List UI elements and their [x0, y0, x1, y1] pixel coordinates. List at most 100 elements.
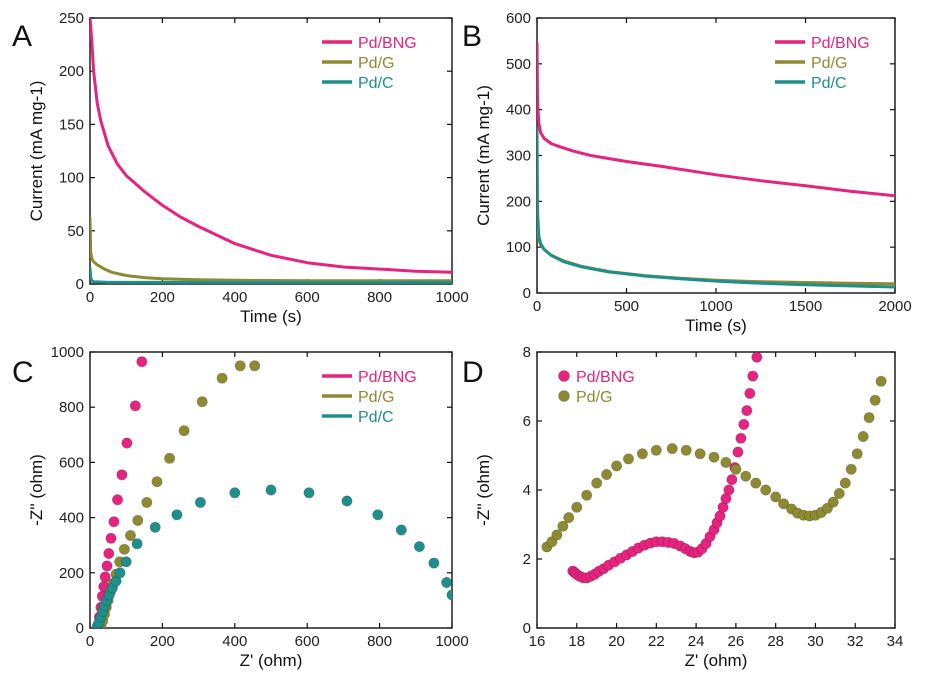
data-point-pd-c [372, 509, 384, 521]
y-axis-title: -Z'' (ohm) [474, 454, 493, 526]
panel-label: C [12, 356, 34, 389]
data-point-pd-g [196, 396, 208, 408]
series-group [537, 41, 895, 289]
y-tick-label: 4 [523, 482, 531, 499]
data-point-pd-g [857, 430, 869, 442]
x-tick-label: 0 [86, 633, 94, 650]
data-point-pd-g [141, 496, 153, 508]
y-tick-label: 1000 [51, 344, 84, 361]
data-point-pd-g [551, 529, 563, 541]
x-tick-label: 800 [367, 289, 392, 306]
y-tick-label: 500 [506, 56, 531, 73]
x-tick-label: 0 [533, 298, 541, 315]
data-point-pd-c [441, 577, 452, 588]
data-point-pd-g [750, 477, 762, 489]
y-tick-label: 200 [59, 63, 84, 80]
x-tick-label: 32 [847, 633, 864, 650]
x-tick-label: 26 [728, 633, 745, 650]
data-point-pd-g [178, 425, 190, 437]
x-tick-label: 800 [367, 633, 392, 650]
legend-label-pd-bng: Pd/BNG [811, 35, 870, 52]
x-tick-label: 22 [648, 633, 665, 650]
x-axis-title: Time (s) [685, 316, 747, 335]
x-tick-label: 500 [614, 298, 639, 315]
data-point-pd-g [730, 463, 742, 475]
y-tick-label: 250 [59, 10, 84, 27]
data-point-pd-g [666, 443, 678, 455]
y-tick-label: 100 [59, 170, 84, 187]
data-point-pd-g [875, 375, 887, 387]
data-point-pd-c [149, 521, 161, 533]
y-tick-label: 6 [523, 413, 531, 430]
data-point-pd-bng [99, 571, 111, 583]
data-point-pd-g [760, 484, 772, 496]
data-point-pd-g [827, 496, 839, 508]
data-point-pd-c [131, 538, 143, 550]
legend-label-pd-g: Pd/G [576, 389, 612, 406]
panel-label: B [462, 20, 482, 53]
legend: Pd/BNG Pd/G Pd/C [775, 35, 870, 92]
plot-frame [89, 351, 453, 629]
data-point-pd-g [839, 477, 851, 489]
x-tick-label: 0 [86, 289, 94, 306]
x-axis-title: Z' (ohm) [685, 651, 748, 670]
data-point-pd-g [118, 543, 130, 555]
legend-label-pd-c: Pd/C [811, 75, 847, 92]
data-point-pd-bng [738, 418, 750, 430]
y-tick-label: 800 [59, 399, 84, 416]
data-point-pd-bng [116, 469, 128, 481]
data-point-pd-c [120, 556, 132, 568]
legend-label-pd-c: Pd/C [358, 75, 394, 92]
data-point-pd-bng [101, 560, 113, 572]
series-line-pd-bng [537, 41, 895, 198]
legend-label-pd-bng: Pd/BNG [358, 35, 417, 52]
series-line-pd-c [90, 266, 452, 284]
data-point-pd-g [708, 451, 720, 463]
y-tick-label: 0 [523, 620, 531, 637]
data-point-pd-g [720, 456, 732, 468]
series-line-pd-c [537, 126, 895, 289]
data-point-pd-g [694, 448, 706, 460]
data-point-pd-g [636, 448, 648, 460]
series-line-pd-g [90, 216, 452, 283]
y-tick-label: 600 [59, 454, 84, 471]
data-point-pd-g [591, 477, 603, 489]
data-point-pd-g [132, 514, 144, 526]
data-point-pd-bng [136, 356, 148, 368]
data-point-pd-g [216, 372, 228, 384]
x-tick-label: 16 [529, 633, 546, 650]
data-point-pd-g [740, 470, 752, 482]
legend-swatch-pd-bng [558, 370, 570, 382]
x-tick-label: 200 [150, 633, 175, 650]
data-point-pd-g [164, 452, 176, 464]
data-point-pd-g [778, 498, 790, 510]
panel-b: 0 500 1000 1500 2000 0 100 200 300 400 500 600 Time … [462, 10, 912, 335]
x-tick-label: 30 [807, 633, 824, 650]
data-point-pd-bng [105, 532, 117, 544]
y-tick-label: 0 [523, 285, 531, 302]
data-point-pd-c [114, 567, 126, 579]
x-axis-title: Z' (ohm) [240, 651, 303, 670]
data-point-pd-c [413, 541, 425, 553]
series-line-pd-g [537, 209, 895, 286]
data-point-pd-g [845, 463, 857, 475]
data-point-pd-bng [741, 405, 753, 417]
y-tick-label: 600 [506, 10, 531, 27]
y-tick-label: 150 [59, 116, 84, 133]
y-axis-title: Current (mA mg-1) [474, 85, 493, 226]
x-tick-label: 20 [608, 633, 625, 650]
y-tick-label: 50 [67, 223, 84, 240]
data-point-pd-g [650, 444, 662, 456]
data-point-pd-bng [108, 516, 120, 528]
panel-c: 0 200 400 600 800 1000 0 200 400 600 800 1000 Z' (oh… [12, 344, 469, 670]
y-tick-label: 8 [523, 344, 531, 361]
data-point-pd-g [557, 520, 569, 532]
x-tick-label: 1000 [435, 633, 468, 650]
legend-label-pd-bng: Pd/BNG [576, 369, 635, 386]
x-tick-label: 400 [222, 633, 247, 650]
x-tick-label: 1500 [789, 298, 822, 315]
data-point-pd-bng [747, 370, 759, 382]
series-group [541, 352, 887, 584]
